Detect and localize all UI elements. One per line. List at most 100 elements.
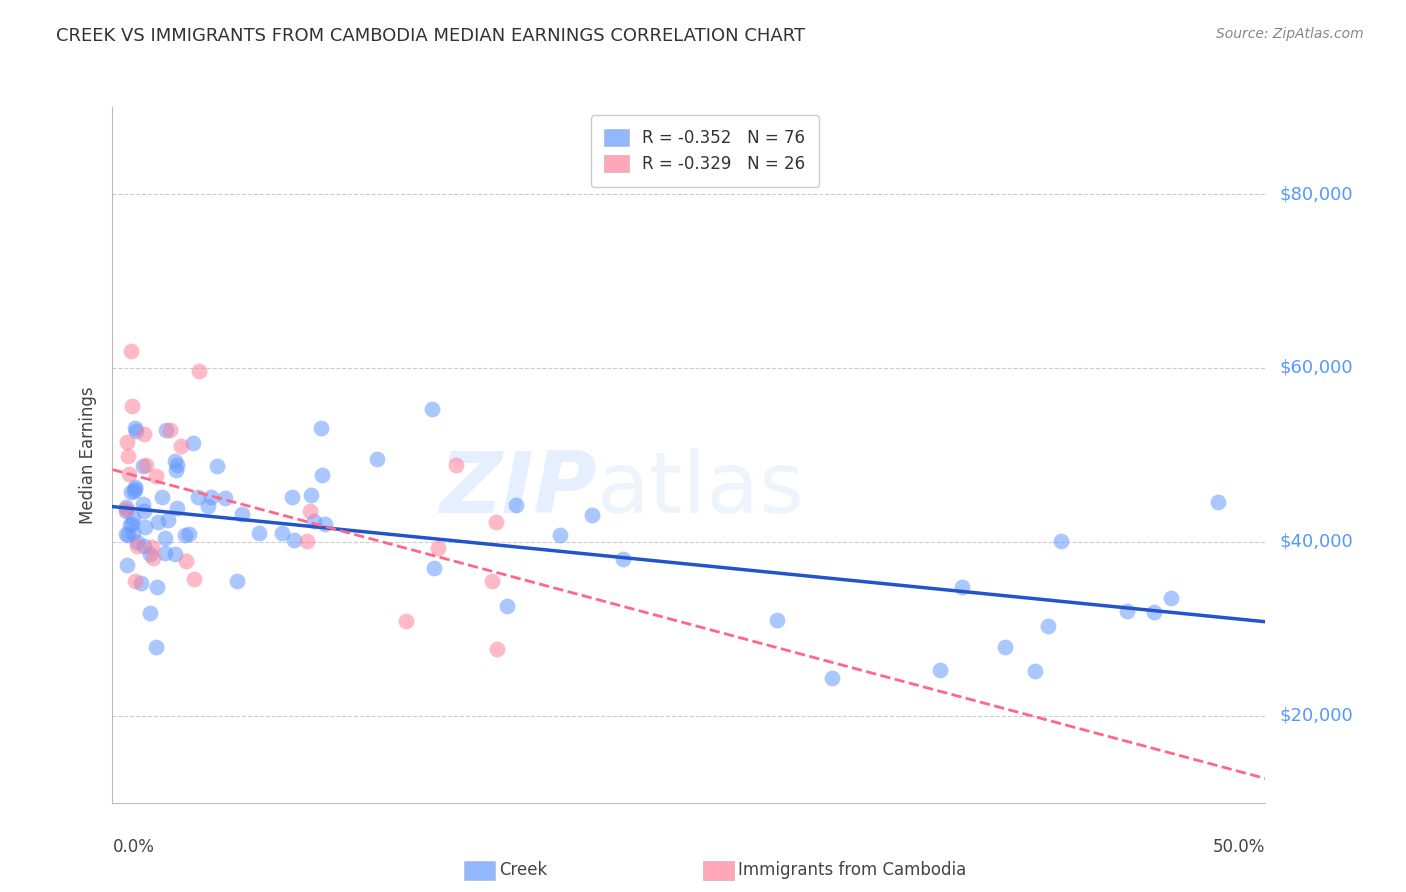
Point <box>249 525 271 540</box>
Point <box>481 574 503 588</box>
Point <box>197 500 219 514</box>
Point <box>612 552 634 566</box>
Point <box>281 490 304 504</box>
Point <box>214 491 236 506</box>
Point <box>135 458 157 472</box>
Point <box>495 599 517 614</box>
Text: atlas: atlas <box>596 448 804 532</box>
Point <box>165 454 187 468</box>
Point <box>270 525 292 540</box>
Point <box>928 663 950 677</box>
Point <box>124 483 146 498</box>
Point <box>124 483 146 497</box>
Point <box>1160 591 1182 606</box>
Point <box>283 533 305 548</box>
Point <box>141 540 163 554</box>
Point <box>121 399 143 413</box>
Point <box>125 539 148 553</box>
Point <box>1115 604 1137 618</box>
Point <box>550 528 572 542</box>
Point <box>165 463 187 477</box>
Point <box>226 574 249 588</box>
Point <box>153 531 176 545</box>
Point <box>505 498 527 512</box>
Text: $60,000: $60,000 <box>1279 359 1353 377</box>
Point <box>155 546 177 560</box>
Point <box>115 558 138 573</box>
Text: 50.0%: 50.0% <box>1213 838 1265 856</box>
Point <box>121 516 143 531</box>
Point <box>127 535 149 549</box>
Point <box>1050 534 1073 549</box>
Point <box>304 514 326 528</box>
Point <box>115 504 138 518</box>
Text: CREEK VS IMMIGRANTS FROM CAMBODIA MEDIAN EARNINGS CORRELATION CHART: CREEK VS IMMIGRANTS FROM CAMBODIA MEDIAN… <box>56 27 806 45</box>
Point <box>117 449 139 463</box>
Point <box>1036 619 1059 633</box>
Point <box>142 550 165 565</box>
Point <box>115 435 138 450</box>
Point <box>205 458 228 473</box>
Point <box>148 515 170 529</box>
Point <box>311 467 333 482</box>
Point <box>145 580 167 594</box>
Point <box>118 467 141 481</box>
Point <box>581 508 603 522</box>
Point <box>122 510 145 524</box>
Point <box>163 547 186 561</box>
Point <box>177 527 200 541</box>
Point <box>420 402 443 417</box>
Point <box>366 452 388 467</box>
Point <box>134 520 156 534</box>
Point <box>1208 495 1230 509</box>
Point <box>117 528 139 542</box>
Point <box>115 501 138 516</box>
Point <box>1143 605 1166 619</box>
Point <box>423 560 446 574</box>
Point <box>299 488 322 502</box>
Point <box>200 490 222 504</box>
Point <box>129 575 152 590</box>
Point <box>314 517 336 532</box>
Text: $80,000: $80,000 <box>1279 185 1353 203</box>
Point <box>950 580 973 594</box>
Point <box>122 526 145 541</box>
Legend: R = -0.352   N = 76, R = -0.329   N = 26: R = -0.352 N = 76, R = -0.329 N = 26 <box>591 115 818 186</box>
Point <box>157 513 180 527</box>
Point <box>485 641 508 656</box>
Y-axis label: Median Earnings: Median Earnings <box>79 386 97 524</box>
Point <box>485 515 508 529</box>
Point <box>166 458 188 472</box>
Point <box>124 421 146 435</box>
Point <box>309 421 332 435</box>
Point <box>1024 665 1046 679</box>
Point <box>444 458 467 473</box>
Point <box>183 436 205 450</box>
Point <box>174 554 197 568</box>
Point <box>187 363 209 377</box>
Point <box>174 528 197 542</box>
Point <box>120 344 142 359</box>
Point <box>426 541 449 555</box>
Point <box>765 613 787 627</box>
Point <box>170 439 193 453</box>
Point <box>139 547 162 561</box>
Point <box>132 497 155 511</box>
Point <box>134 427 156 442</box>
Point <box>155 423 177 437</box>
Point <box>994 640 1017 654</box>
Point <box>187 490 209 504</box>
Point <box>183 572 205 586</box>
Text: Immigrants from Cambodia: Immigrants from Cambodia <box>738 861 966 879</box>
Text: Creek: Creek <box>499 861 547 879</box>
Text: $20,000: $20,000 <box>1279 706 1353 725</box>
Point <box>159 423 181 437</box>
Point <box>134 504 156 518</box>
Point <box>145 640 167 654</box>
Point <box>231 507 253 521</box>
Point <box>118 517 141 532</box>
Point <box>132 459 155 474</box>
Point <box>138 607 160 621</box>
Point <box>820 671 842 685</box>
Point <box>125 424 148 438</box>
